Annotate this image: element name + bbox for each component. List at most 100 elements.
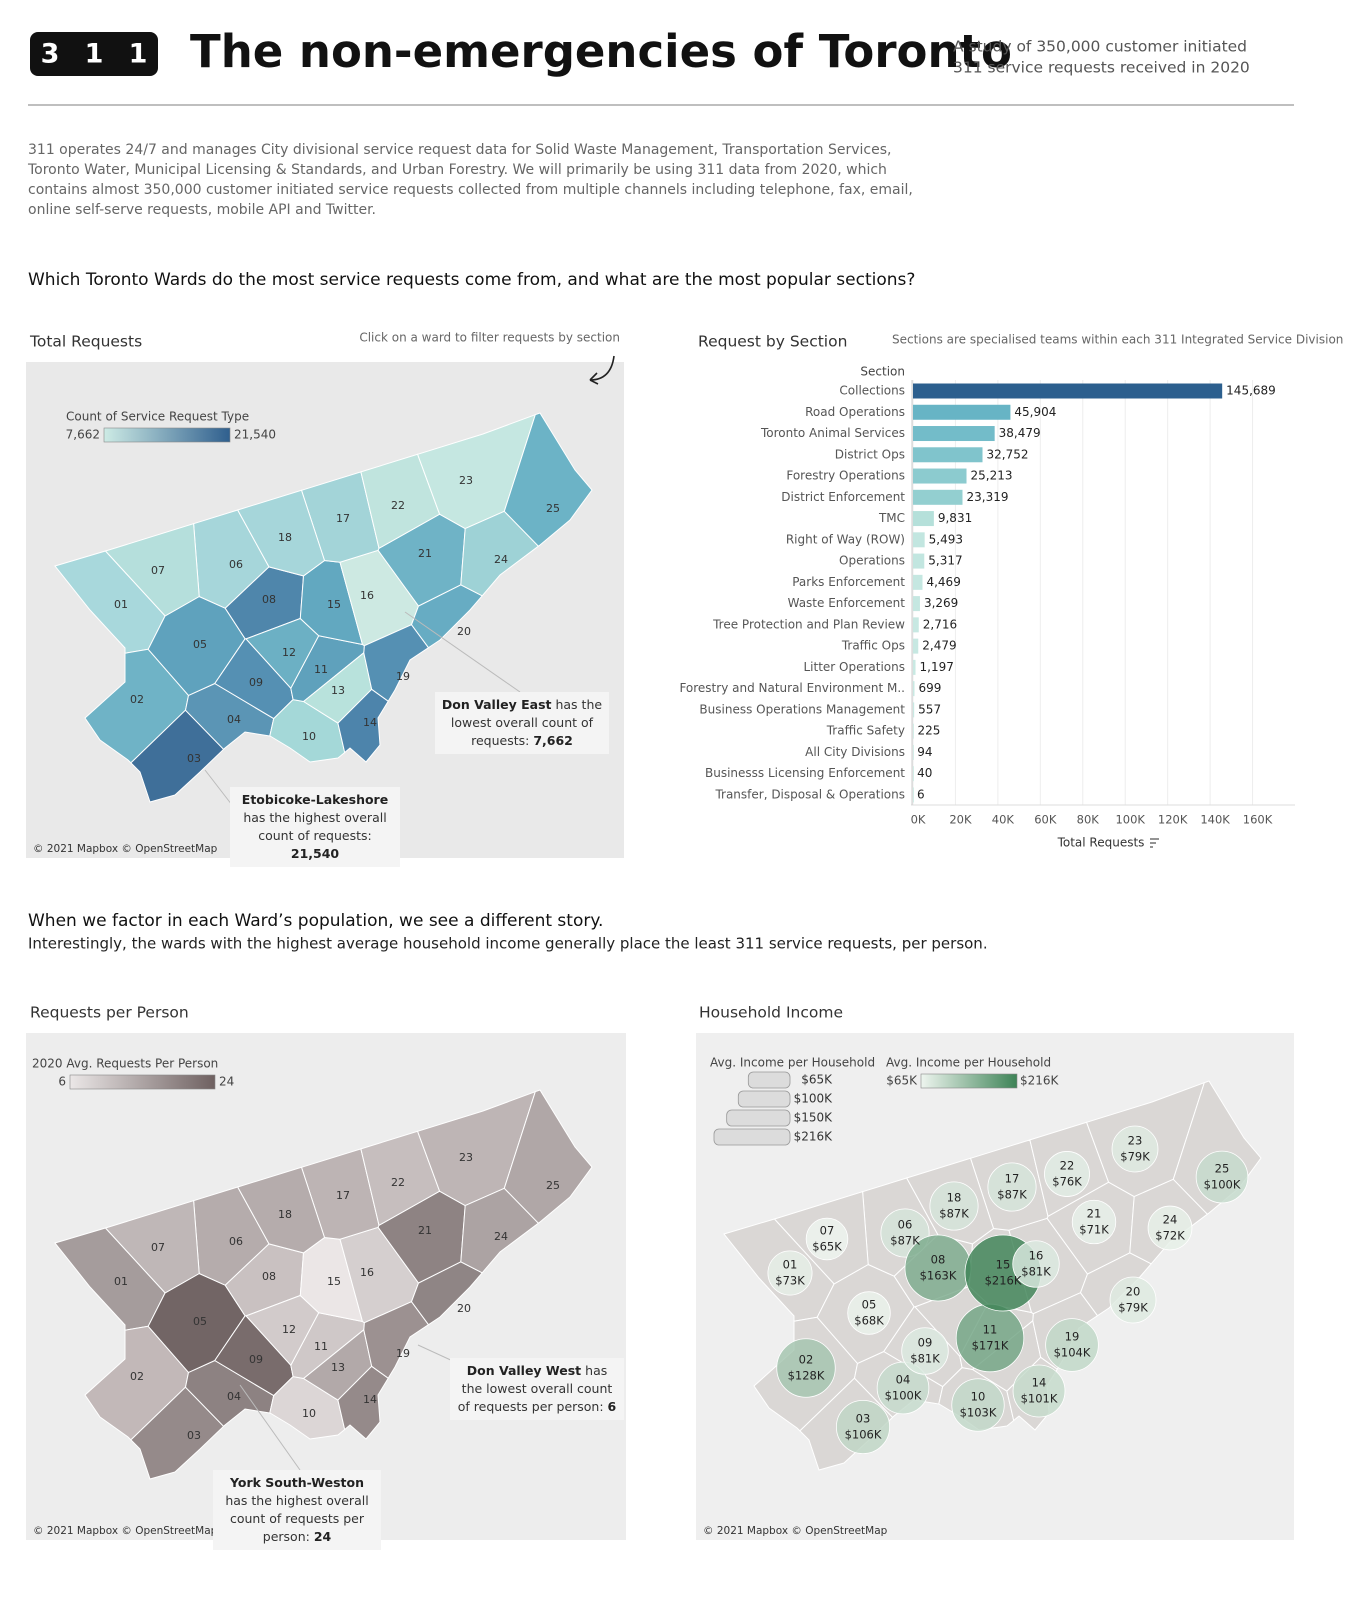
legend-title: Avg. Income per Household [886,1056,1051,1070]
bubble-ward: 20 [1126,1285,1141,1299]
y-tick-label: Traffic Safety [826,724,905,738]
income-bubble [1012,1364,1066,1418]
ward-label: 06 [229,1235,243,1248]
logo-badge [30,32,158,76]
bubble-label: $87K [997,1188,1027,1202]
ward-label: 23 [459,1151,473,1164]
bubble-ward: 09 [918,1336,933,1350]
income-bubble [847,1291,891,1335]
y-tick-label: Business Operations Management [699,702,905,716]
value-label: 6 [917,787,925,801]
ward-label: 13 [331,1361,345,1374]
intro-text: contains almost 350,000 customer initiat… [28,182,913,198]
bubble-ward: 18 [947,1191,962,1205]
value-label: 145,689 [1226,384,1276,398]
ward [363,1301,430,1379]
ward [236,1166,326,1254]
ward-label: 19 [396,670,410,683]
ward-label: 21 [418,1224,432,1237]
ward-label: 08 [262,1270,276,1283]
x-tick-label: 20K [949,813,972,827]
ward-label: 11 [314,663,328,676]
value-label: 94 [917,745,932,759]
bubble-ward: 19 [1065,1330,1080,1344]
ward-label: 05 [193,1315,207,1328]
bubble-label: $216K [985,1274,1022,1288]
map-credit: © 2021 Mapbox © OpenStreetMap [33,1525,218,1537]
bar [913,638,919,654]
x-tick-label: 60K [1034,813,1057,827]
bubble-ward: 25 [1215,1162,1230,1176]
axis-header: Section [860,365,905,379]
x-tick-label: 120K [1158,813,1188,827]
value-label: 225 [917,724,940,738]
legend-min: 6 [58,1075,66,1089]
annotation-text: has the lowest overall count of requests… [450,697,603,748]
ward [503,412,593,547]
annotation-text: York South-Weston [229,1475,365,1490]
bubble-label: $171K [972,1339,1009,1353]
bubble-label: $79K [1118,1301,1148,1315]
ward-label: 25 [546,502,560,515]
legend-gradient [103,427,231,443]
legend-title: Count of Service Request Type [66,410,249,424]
ward-map: 01 $73K 02 $128K 03 $106K 04 $100K 05 $68K 06 $87K 0… [723,1080,1262,1471]
y-tick-label: Traffic Ops [841,639,905,653]
bar [913,744,914,760]
value-label: 45,904 [1014,405,1056,419]
bubble-label: $81K [1021,1265,1051,1279]
ward-label: 15 [327,1275,341,1288]
annotation-text: 6 [607,1399,617,1414]
logo-digit: 1 [129,39,148,70]
intro-text: online self-serve requests, mobile API a… [28,202,376,218]
bubble-ward: 15 [996,1258,1011,1272]
bubble-label: $101K [1021,1392,1058,1406]
income-bubble [1045,1318,1099,1372]
ward-label: 06 [229,558,243,571]
bar [913,553,925,569]
ward-label: 23 [459,474,473,487]
bar [913,681,915,697]
size-legend-pill [747,1071,791,1089]
ward [503,1089,593,1224]
ward [363,624,430,702]
income-bubble [987,1162,1037,1212]
y-tick-label: Right of Way (ROW) [786,532,905,546]
bubble-label: $73K [775,1274,805,1288]
subtitle: 311 service requests received in 2020 [953,59,1250,77]
ward-label: 16 [360,589,374,602]
legend-title: Avg. Income per Household [710,1056,875,1070]
size-legend-label: $100K [794,1092,834,1106]
ward-label: 18 [278,1208,292,1221]
leader-line [204,769,233,806]
panel-title: Request by Section [698,333,847,351]
question: Which Toronto Wards do the most service … [28,270,915,290]
annotation: Don Valley West has the lowest overall c… [450,1358,624,1420]
bar [913,596,920,612]
value-label: 3,269 [924,596,958,610]
bubble-ward: 01 [783,1258,798,1272]
size-legend-pill [713,1128,791,1146]
income-bubble [1109,1276,1157,1324]
x-tick-label: 80K [1077,813,1100,827]
hint-arrow [589,355,615,385]
ward-label: 08 [262,593,276,606]
annotation: Don Valley East has the lowest overall c… [435,692,609,754]
ward-label: 10 [302,730,316,743]
ward-label: 09 [249,676,263,689]
bubble-ward: 23 [1128,1134,1143,1148]
income-bubble [951,1378,1005,1432]
ward-label: 03 [187,752,201,765]
y-tick-label: Parks Enforcement [792,575,905,589]
value-label: 38,479 [999,426,1041,440]
bubble-label: $106K [845,1428,882,1442]
leader-line [417,1344,456,1363]
ward-label: 24 [494,553,508,566]
annotation-text: Etobicoke-Lakeshore [241,792,389,807]
intro-text: 311 operates 24/7 and manages City divis… [28,142,891,158]
y-tick-label: Operations [839,554,905,568]
ward-label: 03 [187,1429,201,1442]
income-bubble [1012,1240,1060,1288]
bar [913,489,963,505]
y-tick-label: Road Operations [805,405,905,419]
